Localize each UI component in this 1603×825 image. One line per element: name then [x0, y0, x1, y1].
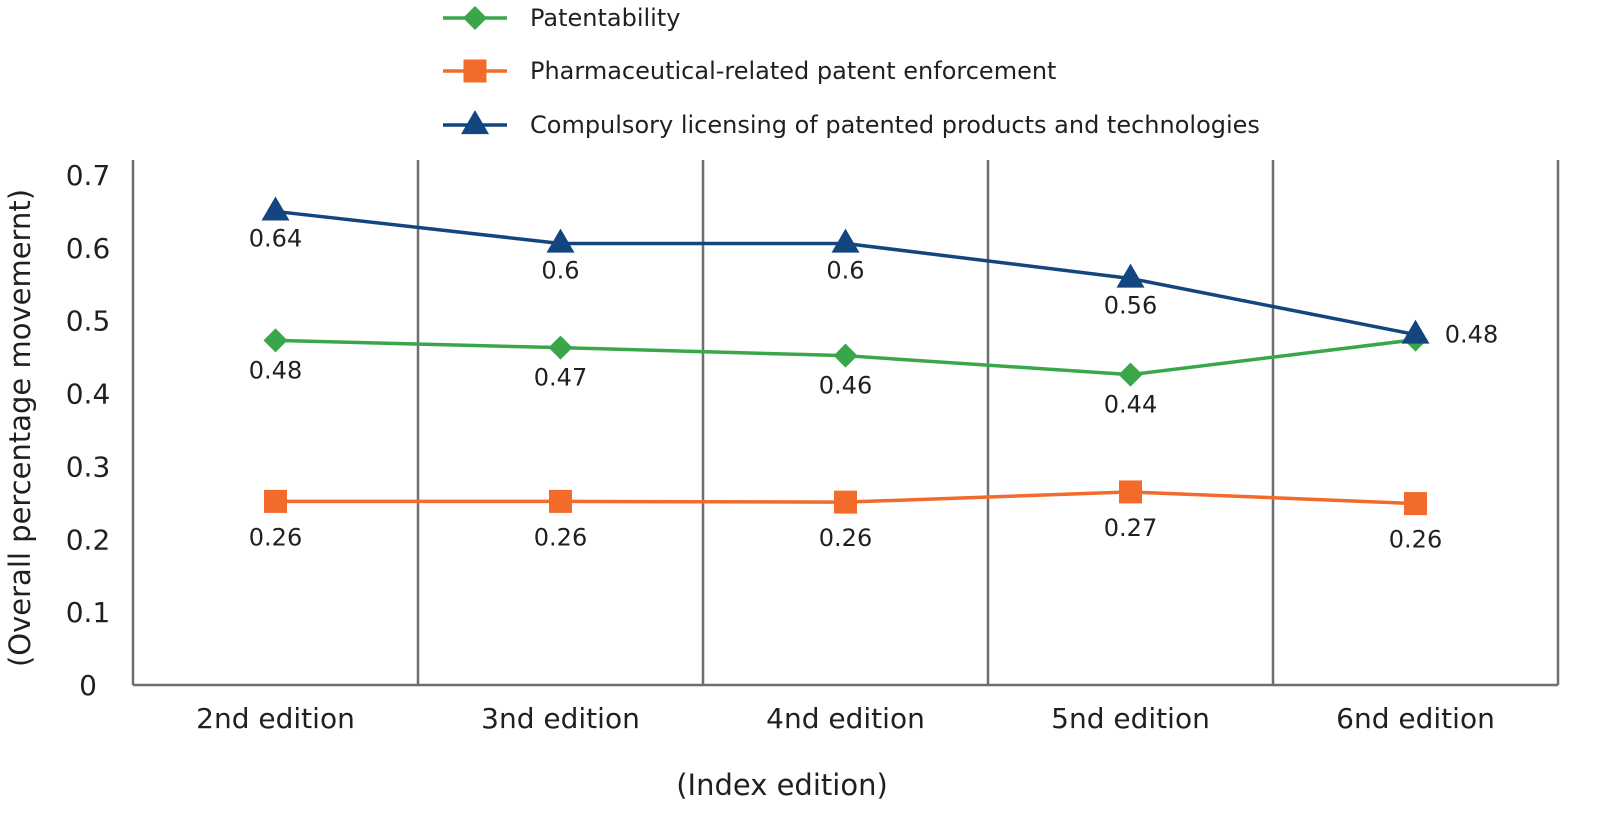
data-label: 0.26	[1389, 526, 1442, 554]
diamond-marker	[263, 328, 288, 353]
square-marker	[549, 489, 572, 513]
legend-square-icon	[463, 59, 487, 83]
legend-item: Patentability	[443, 4, 680, 32]
series-triangle: 0.64 0.6 0.6 0.56 0.48	[249, 196, 1498, 349]
x-tick-label: 5nd edition	[1051, 702, 1210, 735]
plot-area	[131, 160, 1560, 687]
diamond-marker	[1118, 362, 1143, 387]
data-label: 0.6	[541, 256, 579, 284]
triangle-marker	[831, 228, 860, 253]
square-marker	[1404, 492, 1427, 516]
diamond-marker	[548, 335, 573, 360]
legend: Patentability Pharmaceutical-related pate…	[443, 4, 1260, 139]
x-tick-label: 6nd edition	[1336, 702, 1495, 735]
y-tick-label: 0.4	[66, 378, 111, 411]
x-tick-label: 3nd edition	[481, 702, 640, 735]
legend-label: Pharmaceutical-related patent enforcemen…	[530, 57, 1056, 85]
y-tick-label: 0.2	[66, 523, 111, 556]
square-marker	[264, 489, 287, 513]
triangle-marker	[1116, 263, 1145, 288]
legend-diamond-icon	[463, 6, 487, 30]
y-tick-label: 0.7	[66, 159, 111, 192]
data-label: 0.6	[826, 256, 864, 284]
data-label: 0.48	[249, 356, 302, 384]
square-marker	[834, 490, 857, 514]
x-axis-title: (Index edition)	[676, 768, 888, 802]
data-label: 0.56	[1104, 291, 1157, 319]
legend-item: Pharmaceutical-related patent enforcemen…	[443, 57, 1056, 85]
triangle-marker	[261, 196, 290, 221]
series-diamond: 0.48 0.47 0.46 0.44	[249, 327, 1428, 419]
square-marker	[1119, 480, 1142, 504]
data-label: 0.47	[534, 364, 587, 392]
triangle-marker	[546, 228, 575, 253]
y-tick-label: 0	[79, 669, 97, 702]
triangle-marker	[1401, 319, 1430, 344]
series-square: 0.26 0.26 0.26 0.27 0.26	[249, 480, 1442, 554]
data-label: 0.26	[819, 524, 872, 552]
legend-item: Compulsory licensing of patented product…	[443, 110, 1260, 139]
data-label: 0.46	[819, 372, 872, 400]
y-tick-label: 0.6	[66, 232, 111, 265]
y-axis-title: (Overall percentage movemernt)	[3, 189, 37, 667]
data-label: 0.48	[1445, 321, 1498, 349]
legend-label: Compulsory licensing of patented product…	[530, 111, 1260, 139]
data-label: 0.26	[534, 523, 587, 551]
y-tick-label: 0.5	[66, 305, 111, 338]
legend-triangle-icon	[461, 110, 489, 135]
x-tick-label: 4nd edition	[766, 702, 925, 735]
y-axis-ticks: 0 0.1 0.2 0.3 0.4 0.5 0.6 0.7	[66, 159, 111, 702]
legend-label: Patentability	[530, 4, 680, 32]
x-axis-ticks: 2nd edition 3nd edition 4nd edition 5nd edi…	[196, 702, 1495, 735]
y-tick-label: 0.3	[66, 450, 111, 483]
data-label: 0.27	[1104, 514, 1157, 542]
x-tick-label: 2nd edition	[196, 702, 355, 735]
y-tick-label: 0.1	[66, 596, 111, 629]
data-label: 0.26	[249, 523, 302, 551]
data-label: 0.44	[1104, 391, 1157, 419]
series-layer: 0.48 0.47 0.46 0.44 0.26 0.26 0.26 0.27 0.26 0.64…	[249, 196, 1498, 554]
diamond-marker	[833, 343, 858, 368]
data-label: 0.64	[249, 224, 302, 252]
